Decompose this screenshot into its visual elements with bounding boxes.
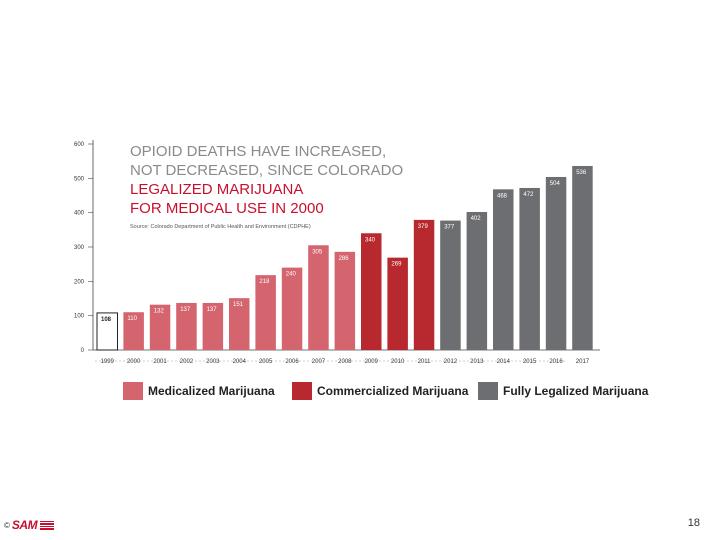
bar-value-label: 137 bbox=[207, 307, 218, 313]
bar-2006 bbox=[281, 267, 303, 350]
x-tick-label: 2000 bbox=[127, 359, 141, 365]
chart-title-line: NOT DECREASED, SINCE COLORADO bbox=[130, 162, 403, 179]
bar-value-label: 240 bbox=[286, 272, 297, 278]
x-axis-ticks: 1999 2000 2001 2002 2003 2004 2005 2006 2007 2008… bbox=[95, 359, 590, 365]
bar-2009 bbox=[361, 233, 382, 350]
chart-source: Source: Colorado Department of Public He… bbox=[130, 224, 311, 230]
bar-value-label: 536 bbox=[576, 170, 587, 176]
bar-value-label: 137 bbox=[180, 307, 191, 313]
bar-value-label: 151 bbox=[233, 302, 244, 308]
chart-title-line: FOR MEDICAL USE IN 2000 bbox=[130, 200, 324, 217]
bar-2005 bbox=[255, 275, 276, 350]
bar-value-label: 132 bbox=[154, 309, 165, 315]
bar-2017 bbox=[572, 165, 593, 350]
page-number: 18 bbox=[687, 517, 700, 529]
chart-title: OPIOID DEATHS HAVE INCREASED, NOT DECREAS… bbox=[130, 143, 403, 217]
y-tick-label: 0 bbox=[81, 348, 85, 354]
x-tick-label: 2011 bbox=[418, 359, 432, 365]
bar-value-label: 379 bbox=[418, 224, 429, 230]
bar-value-label: 269 bbox=[391, 262, 402, 268]
bar-2004 bbox=[229, 298, 250, 350]
x-tick-label: 2016 bbox=[549, 359, 563, 365]
bar-value-label: 377 bbox=[444, 225, 455, 231]
y-axis-ticks: 0 100 200 300 400 500 600 bbox=[74, 142, 93, 354]
bar-2008 bbox=[334, 251, 356, 350]
x-tick-label: 2007 bbox=[312, 359, 326, 365]
bar-value-label: 468 bbox=[497, 193, 508, 199]
sam-logo-text: SAM bbox=[11, 518, 38, 532]
x-tick-label: 2013 bbox=[470, 359, 484, 365]
x-tick-label: 2004 bbox=[233, 359, 247, 365]
chart-title-line: OPIOID DEATHS HAVE INCREASED, bbox=[130, 143, 386, 160]
legend-swatch-legal bbox=[478, 382, 498, 400]
bar-value-label: 402 bbox=[471, 216, 482, 222]
x-tick-label: 2010 bbox=[391, 359, 405, 365]
bars: 108 110 132 137 137 151 218 240 305 286 340 269 379 3… bbox=[96, 165, 593, 351]
bar-value-label: 472 bbox=[523, 192, 534, 198]
bar-2007 bbox=[308, 245, 329, 350]
bar-value-label: 286 bbox=[339, 256, 350, 262]
x-tick-label: 2017 bbox=[576, 359, 590, 365]
y-tick-label: 200 bbox=[74, 279, 85, 285]
sam-logo: © SAM bbox=[4, 518, 55, 532]
bar-value-label: 108 bbox=[101, 317, 112, 323]
x-tick-label: 2012 bbox=[444, 359, 458, 365]
x-tick-label: 2001 bbox=[153, 359, 167, 365]
bar-2012 bbox=[440, 220, 461, 350]
y-tick-label: 300 bbox=[74, 245, 85, 251]
bar-2003 bbox=[202, 302, 224, 350]
legend-label-commercial: Commercialized Marijuana bbox=[317, 384, 469, 398]
x-tick-label: 2015 bbox=[523, 359, 537, 365]
y-tick-label: 500 bbox=[74, 176, 85, 182]
bar-2016 bbox=[545, 176, 567, 350]
legend-label-legal: Fully Legalized Marijuana bbox=[503, 384, 649, 398]
x-tick-label: 2006 bbox=[285, 359, 299, 365]
bar-2013 bbox=[466, 211, 488, 350]
bar-2000 bbox=[123, 312, 144, 350]
legend-label-medical: Medicalized Marijuana bbox=[148, 384, 275, 398]
x-tick-label: 2005 bbox=[259, 359, 273, 365]
bar-value-label: 340 bbox=[365, 237, 376, 243]
copyright-symbol: © bbox=[4, 520, 10, 530]
legend-swatch-commercial bbox=[292, 382, 312, 400]
y-tick-label: 100 bbox=[74, 314, 85, 320]
legend-swatch-medical bbox=[123, 382, 143, 400]
y-tick-label: 600 bbox=[74, 142, 85, 148]
y-tick-label: 400 bbox=[74, 211, 85, 217]
bar-value-label: 504 bbox=[550, 181, 561, 187]
x-tick-label: 2002 bbox=[180, 359, 194, 365]
x-tick-label: 1999 bbox=[101, 359, 115, 365]
bar-2015 bbox=[519, 187, 540, 350]
bar-2010 bbox=[387, 257, 408, 350]
x-tick-label: 2014 bbox=[497, 359, 511, 365]
legend: Medicalized Marijuana Commercialized Mari… bbox=[123, 382, 649, 400]
bar-1999 bbox=[96, 312, 118, 351]
bar-value-label: 110 bbox=[127, 316, 137, 322]
bar-2011 bbox=[413, 219, 435, 350]
bar-2001 bbox=[149, 304, 171, 350]
x-tick-label: 2003 bbox=[206, 359, 220, 365]
bar-2014 bbox=[493, 189, 514, 350]
chart-title-line: LEGALIZED MARIJUANA bbox=[130, 181, 303, 198]
x-tick-label: 2008 bbox=[338, 359, 352, 365]
bar-2002 bbox=[176, 302, 197, 350]
bar-value-label: 218 bbox=[259, 279, 270, 285]
x-tick-label: 2009 bbox=[365, 359, 379, 365]
bar-value-label: 305 bbox=[312, 249, 323, 255]
sam-logo-mark bbox=[40, 520, 55, 530]
